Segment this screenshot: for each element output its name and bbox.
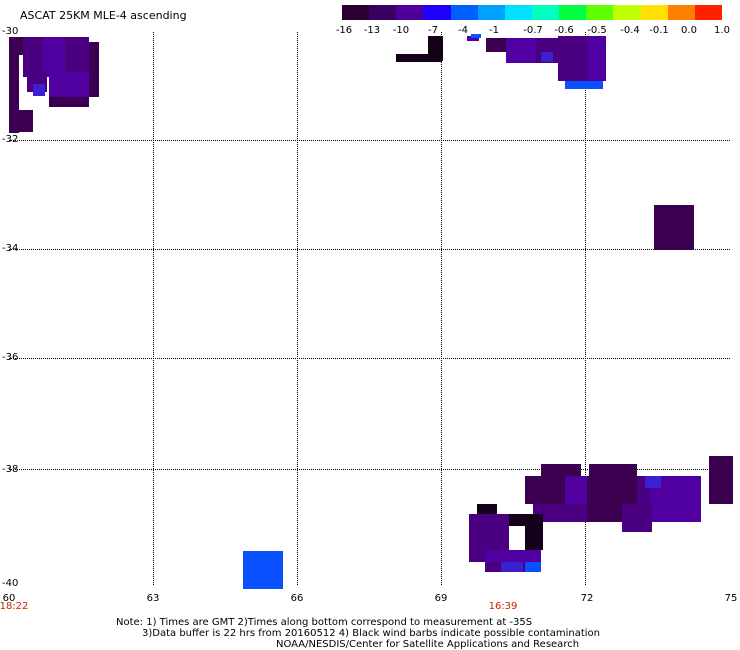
colorbar-label: -13: [363, 25, 381, 36]
gridline-lat-32: [9, 140, 730, 141]
wind-data-cell: [396, 54, 442, 62]
colorbar-label: -0.1: [649, 25, 669, 36]
wind-data-cell: [9, 55, 19, 133]
gridline-lon-72: [585, 32, 586, 585]
wind-data-cell: [558, 36, 588, 81]
colorbar-label: 1.0: [714, 25, 730, 36]
colorbar-swatch: [531, 5, 560, 20]
colorbar-swatch: [667, 5, 695, 20]
wind-data-cell: [49, 97, 89, 107]
wind-data-cell: [43, 37, 65, 77]
colorbar-label: -10: [392, 25, 410, 36]
colorbar-swatch: [477, 5, 505, 20]
lon-label: 66: [290, 593, 304, 604]
wind-data-cell: [589, 464, 637, 476]
wind-data-cell: [509, 514, 525, 526]
colorbar-label: -7: [428, 25, 438, 36]
wind-data-cell: [9, 110, 33, 132]
wind-data-cell: [471, 34, 481, 38]
colorbar-label: -0.5: [587, 25, 607, 36]
colorbar-swatch: [694, 5, 722, 20]
colorbar-label: -4: [458, 25, 468, 36]
wind-data-cell: [486, 38, 506, 52]
colorbar: [342, 5, 722, 20]
gridline-lat-34: [9, 249, 730, 250]
colorbar-labels: -16 -13 -10 -7 -4 -1 -0.7 -0.6 -0.5 -0.4 -0.1 0.0 1.…: [332, 25, 732, 39]
gridline-lon-66: [297, 32, 298, 585]
note-line-1: Note: 1) Times are GMT 2)Times along bot…: [116, 617, 533, 628]
wind-data-cell: [541, 464, 581, 476]
wind-data-cell: [525, 562, 541, 572]
lat-label: -30: [2, 26, 19, 37]
colorbar-swatch: [559, 5, 587, 20]
lon-label: 60: [2, 593, 16, 604]
lat-label: -32: [2, 134, 19, 145]
note-line-2: 3)Data buffer is 22 hrs from 20160512 4)…: [142, 628, 600, 639]
wind-data-cell: [622, 504, 652, 532]
lon-label: 75: [724, 593, 738, 604]
map-plot-area: [9, 32, 733, 589]
wind-data-cell: [565, 476, 587, 504]
colorbar-swatch: [504, 5, 532, 20]
colorbar-swatch: [450, 5, 478, 20]
wind-data-cell: [588, 36, 606, 81]
colorbar-swatch: [640, 5, 668, 20]
lon-label: 63: [146, 593, 160, 604]
colorbar-label: -0.6: [554, 25, 574, 36]
wind-data-cell: [485, 550, 541, 562]
colorbar-swatch: [586, 5, 614, 20]
colorbar-swatch: [423, 5, 451, 20]
lon-label: 72: [580, 593, 594, 604]
gridline-lon-63: [153, 32, 154, 585]
colorbar-label: 0.0: [681, 25, 697, 36]
wind-data-cell: [541, 52, 553, 62]
wind-data-cell: [709, 456, 733, 504]
wind-data-cell: [49, 72, 89, 97]
wind-data-cell: [645, 476, 661, 488]
gridline-lat-38: [9, 469, 730, 470]
colorbar-label: -1: [489, 25, 499, 36]
lat-label: -36: [2, 352, 19, 363]
wind-data-cell: [89, 42, 99, 97]
wind-data-cell: [33, 84, 45, 96]
wind-data-cell: [525, 514, 543, 550]
wind-data-cell: [506, 38, 536, 63]
lat-label: -34: [2, 243, 19, 254]
colorbar-swatch: [613, 5, 641, 20]
wind-data-cell: [654, 205, 694, 250]
wind-data-cell: [565, 81, 603, 89]
wind-data-cell: [533, 504, 587, 522]
time-label: 16:39: [488, 601, 518, 612]
lon-label: 69: [434, 593, 448, 604]
wind-data-cell: [525, 476, 565, 504]
gridline-lon-69: [441, 32, 442, 585]
time-label: 18:22: [0, 601, 29, 612]
colorbar-label: -0.4: [620, 25, 640, 36]
map-title: ASCAT 25KM MLE-4 ascending: [20, 9, 187, 22]
colorbar-swatch: [342, 5, 370, 20]
colorbar-label: -0.7: [523, 25, 543, 36]
wind-data-cell: [23, 37, 43, 77]
colorbar-swatch: [396, 5, 424, 20]
wind-data-cell: [477, 504, 497, 514]
wind-data-cell: [501, 562, 523, 572]
lat-label: -38: [2, 464, 19, 475]
colorbar-swatch: [369, 5, 397, 20]
wind-data-cell: [243, 551, 283, 589]
note-line-3: NOAA/NESDIS/Center for Satellite Applica…: [276, 639, 580, 650]
lat-label: -40: [2, 578, 19, 589]
wind-data-cell: [467, 36, 479, 41]
gridline-lat-36: [9, 358, 730, 359]
colorbar-label: -16: [335, 25, 353, 36]
